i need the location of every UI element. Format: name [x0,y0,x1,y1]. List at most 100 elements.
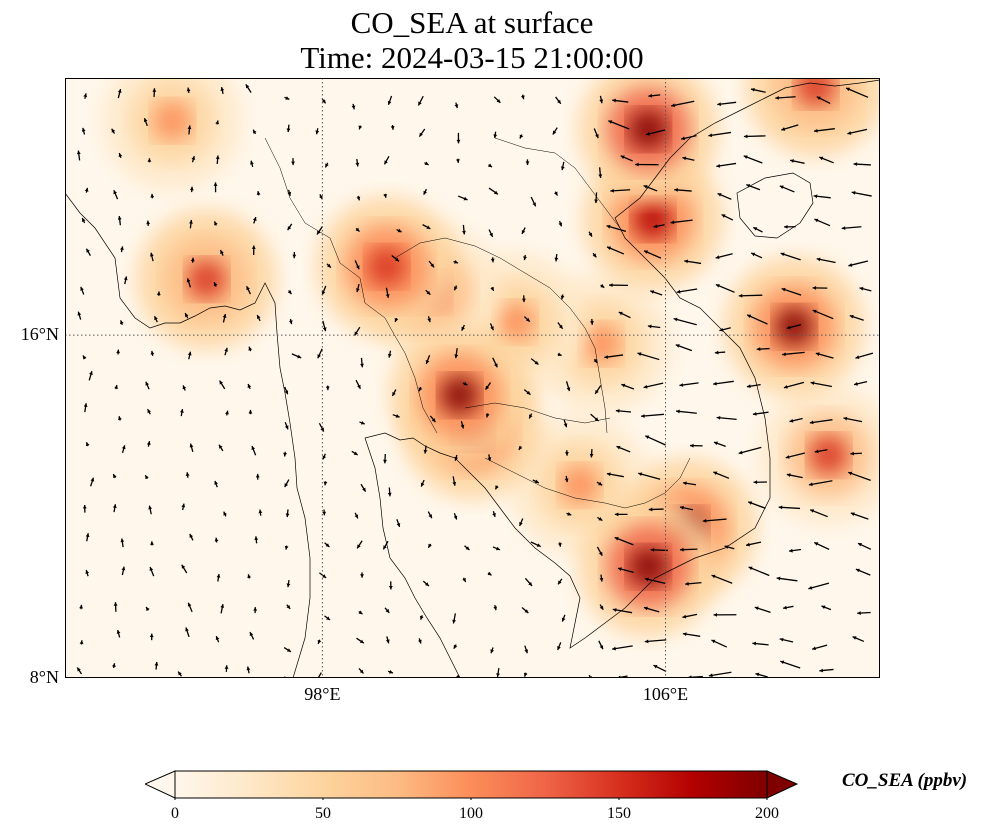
wind-arrow [671,100,695,108]
wind-arrow [853,380,868,386]
wind-arrow [752,411,769,416]
wind-arrow [177,671,183,677]
wind-arrow [118,152,123,159]
wind-arrow [487,571,492,576]
wind-arrow [713,441,726,448]
wind-arrow [643,185,658,192]
wind-arrow [608,120,630,130]
wind-arrow [644,639,667,644]
wind-arrow [521,607,529,614]
wind-arrow [324,542,330,548]
wind-arrow [808,480,833,487]
wind-arrow [220,86,225,95]
wind-arrow [566,512,572,516]
wind-arrow [428,260,435,268]
wind-arrow [391,389,397,397]
wind-arrow [120,320,124,326]
wind-arrow [148,505,153,515]
wind-arrow [251,245,256,256]
wind-arrow [423,188,428,195]
wind-arrow [425,289,431,296]
border-path [264,137,438,434]
colorbar-tick-label: 0 [171,805,179,822]
wind-arrow [784,224,796,229]
wind-arrow [424,161,429,166]
wind-arrow [496,668,500,678]
wind-arrow [523,672,528,677]
wind-arrow [150,350,155,356]
wind-arrow [857,542,872,550]
wind-arrow [82,504,87,513]
wind-arrow [690,443,703,448]
wind-arrow [179,408,184,417]
wind-arrow [715,253,733,259]
wind-arrow [147,408,151,415]
wind-arrow [643,250,662,259]
wind-arrow [284,545,289,550]
wind-arrow [783,381,805,389]
wind-arrow [355,379,361,390]
wind-arrow [841,226,862,231]
wind-arrow [453,513,458,520]
map-subtitle: Time: 2024-03-15 21:00:00 [300,40,644,75]
wind-arrow [492,511,496,518]
wind-arrow [754,606,771,614]
wind-arrow [190,257,195,263]
wind-arrow [598,167,603,179]
wind-arrow [676,409,697,414]
wind-arrow [116,349,121,355]
wind-arrow [557,352,562,357]
wind-arrow [684,259,702,265]
wind-arrow [189,219,193,229]
wind-arrow [453,644,458,650]
wind-arrow [76,667,83,675]
wind-arrow [454,348,459,359]
wind-arrow [637,352,660,361]
wind-arrow [724,545,735,550]
wind-arrow [599,574,604,582]
wind-arrow [429,415,436,423]
wind-arrow [747,501,766,509]
wind-arrow [216,573,221,582]
wind-arrow [246,666,251,674]
wind-arrow [645,129,666,136]
wind-arrow [461,324,465,331]
wind-arrow [258,509,263,516]
wind-arrow [182,385,187,391]
wind-arrow [711,574,733,584]
wind-arrow [852,636,865,643]
wind-arrow [283,646,292,653]
concentration-hotspot [559,465,600,506]
coastline-path [364,79,880,649]
wind-arrow [653,224,665,229]
wind-arrow [485,413,490,418]
wind-arrow [755,672,768,678]
wind-arrow [358,610,363,615]
wind-arrow [191,155,196,163]
wind-arrow [323,481,328,486]
wind-arrow [815,352,834,359]
wind-arrow [322,509,327,516]
wind-arrow [456,158,460,163]
wind-arrow [187,351,192,360]
wind-arrow [324,162,329,168]
concentration-hotspot [439,375,480,416]
wind-arrow [748,566,770,577]
wind-arrow [560,294,565,300]
wind-arrow [557,642,562,651]
wind-arrow [528,413,533,419]
wind-arrow [113,190,119,200]
wind-arrow [383,193,387,198]
wind-arrow [317,348,323,359]
wind-arrow [488,163,493,168]
wind-arrow [719,327,731,332]
wind-arrow [648,507,664,512]
wind-arrow [752,641,769,646]
wind-arrow [419,615,424,620]
wind-arrow [427,511,433,519]
wind-arrow [418,128,426,137]
wind-arrow [392,414,400,418]
wind-arrow [153,315,158,323]
wind-arrow [530,358,539,366]
wind-arrow [813,128,835,133]
